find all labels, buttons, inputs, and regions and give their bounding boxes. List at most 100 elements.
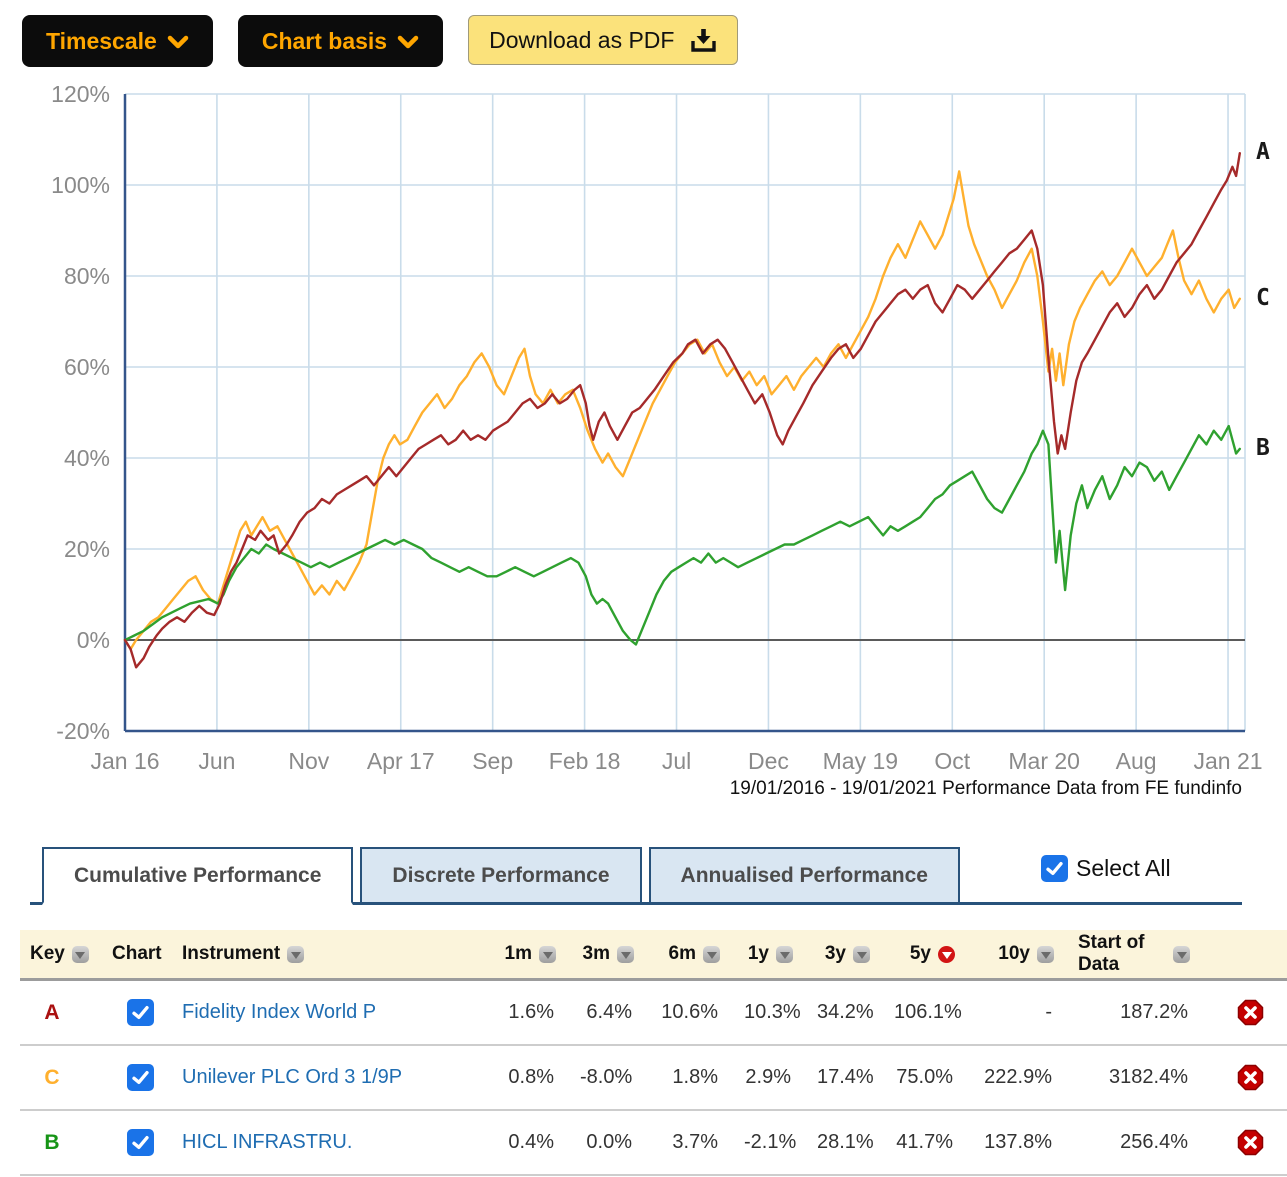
column-header-6m: 6m bbox=[658, 943, 744, 965]
timescale-button[interactable]: Timescale bbox=[22, 15, 213, 67]
chart-canvas bbox=[123, 93, 1246, 733]
check-icon bbox=[132, 1135, 149, 1150]
row-key-letter: C bbox=[44, 1065, 60, 1089]
download-pdf-button-label: Download as PDF bbox=[489, 26, 675, 53]
row-value-cell: 3.7% bbox=[672, 1131, 718, 1153]
sort-icon[interactable] bbox=[71, 945, 89, 963]
x-axis-tick-label: Oct bbox=[934, 748, 971, 774]
row-chart-cell bbox=[84, 999, 182, 1026]
row-value-cell: 0.4% bbox=[508, 1131, 554, 1153]
chart-basis-button[interactable]: Chart basis bbox=[237, 15, 444, 67]
sort-icon[interactable] bbox=[617, 945, 634, 963]
sort-arrow-down bbox=[75, 951, 86, 959]
row-value-cell: 6.4% bbox=[586, 1001, 632, 1023]
row-value-cell: -2.1% bbox=[744, 1131, 797, 1153]
performance-tabs-row: Cumulative Performance Discrete Performan… bbox=[30, 847, 1242, 905]
table-header-row: Key Chart Instrument 1m 3m 6m 1y 3y 5y 10y Start o… bbox=[20, 930, 1287, 981]
row-chart-cell bbox=[84, 1064, 182, 1091]
row-value-cell: - bbox=[1045, 1001, 1052, 1023]
sort-arrow-down bbox=[290, 951, 301, 959]
y-axis-tick-label: 20% bbox=[63, 536, 110, 562]
x-axis-tick-label: Feb 18 bbox=[548, 748, 621, 774]
sort-arrow-down bbox=[542, 951, 553, 959]
sort-icon-active[interactable] bbox=[938, 945, 955, 963]
sort-icon[interactable] bbox=[1037, 945, 1054, 963]
performance-chart: 19/01/2016 - 19/01/2021 Performance Data… bbox=[51, 81, 1270, 799]
select-all-checkbox[interactable] bbox=[1041, 855, 1068, 882]
x-axis-tick-label: Apr 17 bbox=[366, 748, 435, 774]
tab-cumulative-performance[interactable]: Cumulative Performance bbox=[42, 847, 354, 905]
row-value-cell: 3182.4% bbox=[1109, 1066, 1188, 1088]
chart-checkbox[interactable] bbox=[127, 999, 154, 1026]
download-icon bbox=[691, 28, 717, 52]
x-axis-tick-label: Jan 21 bbox=[1193, 748, 1263, 774]
tab-label: Cumulative Performance bbox=[74, 863, 322, 887]
sort-icon[interactable] bbox=[287, 945, 305, 963]
sort-arrow-down bbox=[856, 951, 867, 959]
column-header-label: 5y bbox=[909, 943, 931, 964]
chart-checkbox[interactable] bbox=[127, 1129, 154, 1156]
row-delete-cell bbox=[1214, 1064, 1287, 1091]
check-icon bbox=[132, 1005, 149, 1020]
column-header-5y: 5y bbox=[894, 943, 979, 965]
timescale-button-label: Timescale bbox=[46, 27, 157, 54]
delete-icon[interactable] bbox=[1237, 1129, 1264, 1156]
sort-arrow-down bbox=[779, 951, 790, 959]
row-value-cell: 1.8% bbox=[672, 1066, 718, 1088]
chevron-down-icon bbox=[167, 35, 189, 49]
row-value-cell: 0.8% bbox=[508, 1066, 554, 1088]
column-header-label: 3m bbox=[582, 943, 610, 964]
x-axis-tick-label: Mar 20 bbox=[1008, 748, 1080, 774]
row-chart-cell bbox=[84, 1129, 182, 1156]
column-header-1y: 1y bbox=[744, 943, 817, 965]
x-axis-tick-label: Jan 16 bbox=[90, 748, 160, 774]
row-value-cell: 28.1% bbox=[817, 1131, 874, 1153]
sort-icon[interactable] bbox=[853, 945, 870, 963]
select-all-label: Select All bbox=[1076, 855, 1171, 881]
column-header-3y: 3y bbox=[817, 943, 894, 965]
tab-discrete-performance[interactable]: Discrete Performance bbox=[360, 847, 642, 902]
sort-icon[interactable] bbox=[776, 945, 793, 963]
sort-arrow-down bbox=[1040, 951, 1051, 959]
row-value-cell: 137.8% bbox=[984, 1131, 1052, 1153]
series-line-C bbox=[123, 170, 1241, 651]
column-header-start-of-data: Start of Data bbox=[1078, 932, 1214, 976]
row-value-cell: 34.2% bbox=[817, 1001, 874, 1023]
y-axis-tick-label: 0% bbox=[76, 627, 110, 653]
series-end-label-B: B bbox=[1256, 434, 1270, 461]
sort-icon[interactable] bbox=[1173, 945, 1190, 963]
row-key-letter: B bbox=[44, 1130, 60, 1154]
row-delete-cell bbox=[1214, 1129, 1287, 1156]
instrument-link[interactable]: Unilever PLC Ord 3 1/9P bbox=[182, 1066, 403, 1088]
sort-icon[interactable] bbox=[703, 945, 720, 963]
sort-icon[interactable] bbox=[539, 945, 556, 963]
row-value-cell: 10.6% bbox=[661, 1001, 718, 1023]
column-header-label: Start of Data bbox=[1078, 932, 1145, 975]
column-header-label: Chart bbox=[112, 943, 162, 964]
column-header-label: 6m bbox=[668, 943, 696, 964]
performance-table: Key Chart Instrument 1m 3m 6m 1y 3y 5y 10y Start o… bbox=[20, 930, 1287, 1176]
sort-arrow-down bbox=[620, 951, 631, 959]
delete-icon[interactable] bbox=[1237, 999, 1264, 1026]
instrument-link[interactable]: Fidelity Index World P bbox=[182, 1001, 377, 1023]
y-axis-tick-label: -20% bbox=[56, 718, 110, 744]
delete-icon[interactable] bbox=[1237, 1064, 1264, 1091]
sort-arrow-down bbox=[941, 951, 952, 959]
tab-annualised-performance[interactable]: Annualised Performance bbox=[648, 847, 960, 902]
x-axis-tick-label: Dec bbox=[747, 748, 789, 774]
row-value-cell: 1.6% bbox=[508, 1001, 554, 1023]
select-all-control: Select All bbox=[1041, 855, 1171, 882]
series-line-B bbox=[123, 424, 1241, 646]
series-end-label-A: A bbox=[1256, 139, 1270, 166]
row-instrument-cell: Unilever PLC Ord 3 1/9P bbox=[182, 1066, 502, 1089]
column-header-label: 10y bbox=[998, 943, 1030, 964]
row-instrument-cell: Fidelity Index World P bbox=[182, 1001, 502, 1024]
row-value-cell: -8.0% bbox=[580, 1066, 633, 1088]
chart-checkbox[interactable] bbox=[127, 1064, 154, 1091]
y-axis-tick-label: 80% bbox=[63, 263, 110, 289]
instrument-link[interactable]: HICL INFRASTRU. bbox=[182, 1131, 353, 1153]
x-axis-tick-label: Nov bbox=[288, 748, 330, 774]
column-header-instrument: Instrument bbox=[182, 943, 502, 965]
download-pdf-button[interactable]: Download as PDF bbox=[468, 15, 739, 65]
